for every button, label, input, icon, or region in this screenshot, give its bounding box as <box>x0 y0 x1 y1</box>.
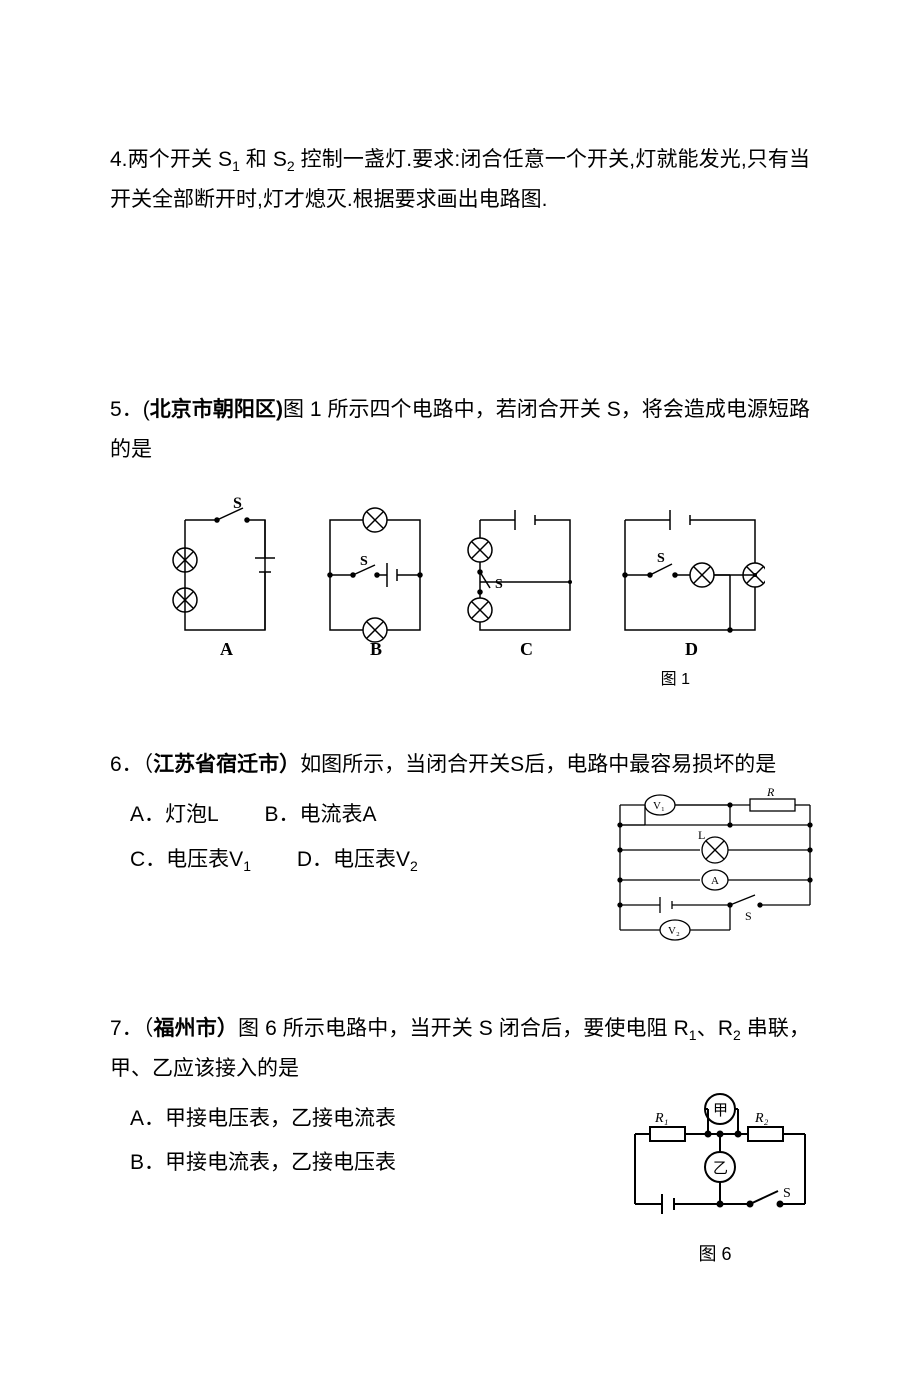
circuit-a-s: S <box>233 495 242 512</box>
circuit-c: S C <box>455 490 595 660</box>
circuit-c-label: C <box>520 639 533 659</box>
q6-source: 江苏省宿迁市） <box>153 753 300 776</box>
q6-opt-c: C．电压表V1 <box>130 840 251 880</box>
q7-t1: 图 6 所示电路中，当开关 S 闭合后，要使电阻 R <box>238 1017 689 1040</box>
circuit-a-label: A <box>220 639 233 659</box>
q6-r: R <box>766 785 775 799</box>
q7-jia: 甲 <box>713 1103 728 1119</box>
q7-text: 7．（福州市）图 6 所示电路中，当开关 S 闭合后，要使电阻 R1、R2 串联… <box>110 1009 810 1089</box>
q7-circuit: 甲 乙 R₁ R₂ S 图 6 <box>610 1089 810 1272</box>
q5-source: 北京市朝阳区) <box>150 398 283 421</box>
q4-text: 4.两个开关 S1 和 S2 控制一盏灯.要求:闭合任意一个开关,灯就能发光,只… <box>110 140 810 220</box>
q4-sub1: 1 <box>232 158 240 174</box>
q5-figures: S A <box>110 490 810 660</box>
q5-num: 5．( <box>110 398 150 421</box>
q6-opt-a: A．灯泡L <box>130 795 219 835</box>
q7-num: 7．（ <box>110 1017 154 1040</box>
q7-opt-b: B．甲接电流表，乙接电压表 <box>130 1143 610 1183</box>
q7-sub1: 1 <box>689 1027 697 1043</box>
q4-text-2: 和 S <box>240 148 287 171</box>
circuit-d-s: S <box>657 551 665 566</box>
q6-l: L <box>698 828 705 842</box>
q7-sub2: 2 <box>733 1027 741 1043</box>
q7-t2: 、R <box>697 1017 733 1040</box>
question-5: 5．(北京市朝阳区)图 1 所示四个电路中，若闭合开关 S，将会造成电源短路的是 <box>110 390 810 695</box>
q6-body: 如图所示，当闭合开关S后，电路中最容易损坏的是 <box>300 753 776 776</box>
q6-circuit: V₁ R L A S V₂ <box>590 785 810 959</box>
circuit-a: S A <box>155 490 295 660</box>
q6-options: A．灯泡L B．电流表A C．电压表V1 D．电压表V2 <box>110 785 590 885</box>
q7-r1: R₁ <box>654 1111 668 1126</box>
q4-text-1: 4.两个开关 S <box>110 148 232 171</box>
q5-caption: 图 1 <box>110 665 810 695</box>
q6-opt-d: D．电压表V2 <box>297 840 418 880</box>
q7-options: A．甲接电压表，乙接电流表 B．甲接电流表，乙接电压表 <box>110 1089 610 1189</box>
q7-source: 福州市） <box>154 1017 238 1040</box>
circuit-d: S D <box>605 490 765 660</box>
q7-r2: R₂ <box>754 1111 769 1126</box>
q6-v2: V₂ <box>668 925 680 937</box>
question-4: 4.两个开关 S1 和 S2 控制一盏灯.要求:闭合任意一个开关,灯就能发光,只… <box>110 140 810 340</box>
q7-caption: 图 6 <box>620 1237 810 1271</box>
q7-yi: 乙 <box>713 1161 728 1177</box>
q7-opt-a: A．甲接电压表，乙接电流表 <box>130 1099 610 1139</box>
question-6: 6．（江苏省宿迁市）如图所示，当闭合开关S后，电路中最容易损坏的是 A．灯泡L … <box>110 745 810 959</box>
circuit-b: S B <box>305 490 445 660</box>
q4-blank <box>110 220 810 340</box>
q5-text: 5．(北京市朝阳区)图 1 所示四个电路中，若闭合开关 S，将会造成电源短路的是 <box>110 390 810 470</box>
circuit-d-label: D <box>685 639 698 659</box>
q6-opt-b: B．电流表A <box>265 795 377 835</box>
circuit-b-s: S <box>360 554 368 569</box>
q6-v1: V₁ <box>653 800 665 812</box>
q6-a: A <box>711 875 719 887</box>
q4-sub2: 2 <box>287 158 295 174</box>
q7-s: S <box>783 1186 791 1201</box>
q6-num: 6．（ <box>110 753 153 776</box>
q6-s: S <box>745 909 752 923</box>
q6-text: 6．（江苏省宿迁市）如图所示，当闭合开关S后，电路中最容易损坏的是 <box>110 745 810 785</box>
question-7: 7．（福州市）图 6 所示电路中，当开关 S 闭合后，要使电阻 R1、R2 串联… <box>110 1009 810 1272</box>
circuit-b-label: B <box>370 639 382 659</box>
circuit-c-s: S <box>495 577 503 592</box>
